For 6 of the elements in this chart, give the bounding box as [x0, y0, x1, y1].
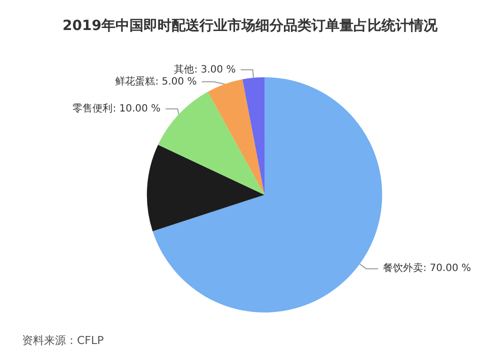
slice-label: 餐饮外卖: 70.00 %	[383, 262, 472, 274]
slice-label: 零售便利: 10.00 %	[72, 102, 161, 114]
slice-label: 其他: 3.00 %	[174, 63, 236, 76]
slice-label: 鲜花蛋糕: 5.00 %	[115, 75, 197, 88]
chart-title: 2019年中国即时配送行业市场细分品类订单量占比统计情况	[62, 17, 438, 34]
text: 资料来源：CFLP	[22, 334, 104, 347]
